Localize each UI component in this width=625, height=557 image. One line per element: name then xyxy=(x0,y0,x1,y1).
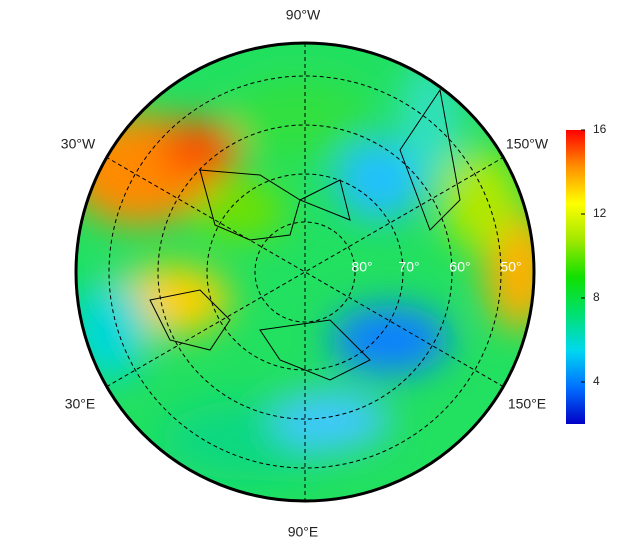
colorbar-scale xyxy=(566,130,585,424)
colorbar-tick-label: 4 xyxy=(593,374,600,388)
longitude-label: 90°W xyxy=(286,7,321,23)
longitude-label: 30°E xyxy=(65,396,96,412)
latitude-label: 60° xyxy=(449,259,470,275)
graticule xyxy=(105,43,505,501)
longitude-label: 150°W xyxy=(506,136,549,152)
colorbar-tick-label: 12 xyxy=(593,206,607,220)
map-field xyxy=(76,43,534,501)
longitude-label: 30°W xyxy=(61,136,96,152)
colorbar: 4 8 12 16 xyxy=(566,122,607,424)
colorbar-tick-label: 8 xyxy=(593,290,600,304)
longitude-label: 90°E xyxy=(288,524,319,540)
longitude-label: 150°E xyxy=(508,396,546,412)
coastlines xyxy=(149,88,461,381)
map-boundary xyxy=(74,41,536,503)
latitude-label: 80° xyxy=(351,259,372,275)
colorbar-tick-label: 16 xyxy=(593,122,607,136)
latitude-label: 70° xyxy=(398,259,419,275)
latitude-label: 50° xyxy=(500,259,521,275)
